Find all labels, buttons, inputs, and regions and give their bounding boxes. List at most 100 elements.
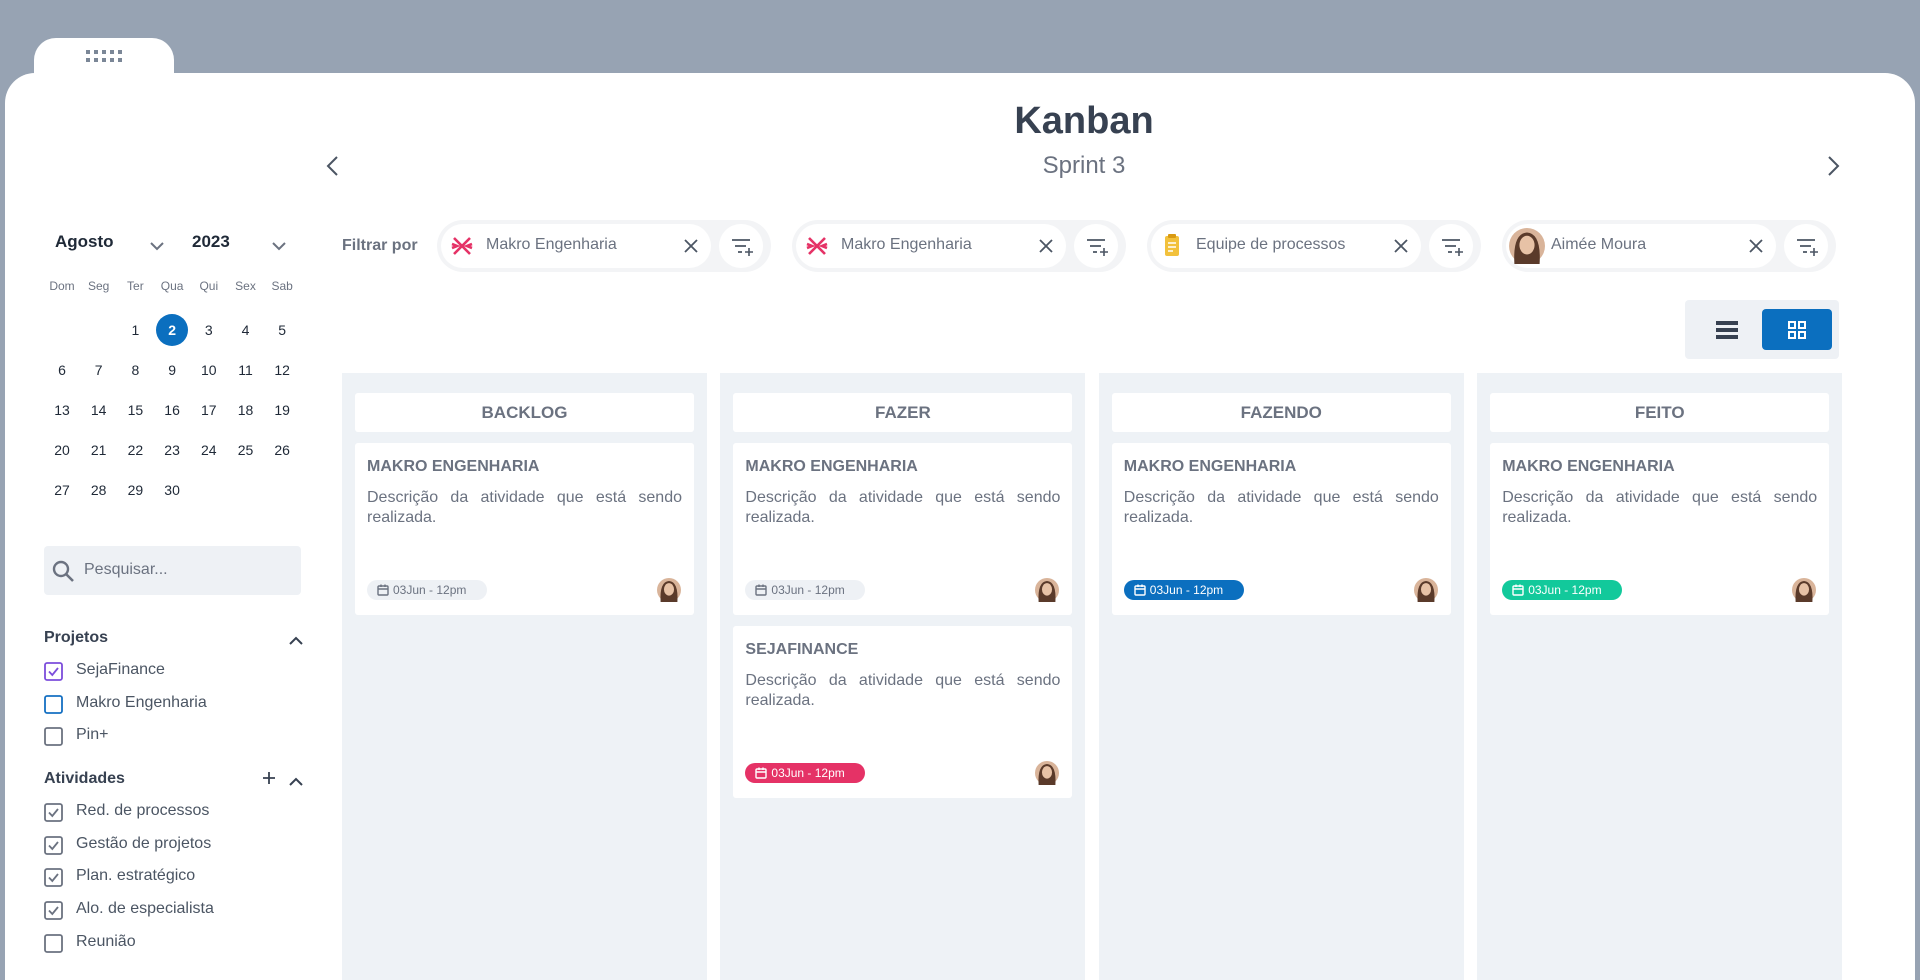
add-button[interactable] xyxy=(262,771,276,790)
checkbox[interactable] xyxy=(44,803,63,827)
checkbox[interactable] xyxy=(44,934,63,958)
calendar-day[interactable]: 25 xyxy=(237,442,254,458)
calendar-day[interactable]: 17 xyxy=(201,402,217,418)
calendar-day[interactable]: 10 xyxy=(201,362,217,378)
filter-chip[interactable]: Aimée Moura xyxy=(1502,220,1836,272)
prev-button[interactable] xyxy=(323,154,343,183)
calendar-day[interactable]: 12 xyxy=(274,362,290,378)
date-tag: 03Jun - 12pm xyxy=(367,580,487,600)
filter-options-button[interactable] xyxy=(719,224,763,268)
checkbox-label[interactable]: SejaFinance xyxy=(76,661,165,678)
subtitle: Sprint 3 xyxy=(1042,152,1126,179)
filter-options-button[interactable] xyxy=(1784,224,1828,268)
calendar-day[interactable]: 20 xyxy=(54,442,70,458)
calendar-day[interactable]: 8 xyxy=(131,362,140,378)
checkbox[interactable] xyxy=(44,727,63,751)
list-view-button[interactable] xyxy=(1714,319,1740,346)
task-card[interactable]: MAKRO ENGENHARIA Descrição da atividade q… xyxy=(1111,443,1451,615)
remove-filter[interactable] xyxy=(683,238,699,259)
next-button[interactable] xyxy=(1823,154,1843,183)
calendar-day[interactable]: 21 xyxy=(90,442,107,458)
chip-label: Aimée Moura xyxy=(1551,236,1647,253)
calendar-day[interactable]: 19 xyxy=(274,402,290,418)
filter-icon xyxy=(1085,236,1109,261)
section-title: Projetos xyxy=(44,629,109,646)
month[interactable]: Agosto xyxy=(55,232,114,251)
calendar-day[interactable]: 16 xyxy=(164,402,180,418)
year-dropdown[interactable] xyxy=(271,238,287,256)
chip-icon xyxy=(804,233,830,264)
task-card[interactable]: MAKRO ENGENHARIA Descrição da atividade q… xyxy=(355,443,694,615)
calendar-day[interactable]: 29 xyxy=(127,482,144,498)
checkbox-label[interactable]: Reunião xyxy=(76,933,136,950)
filter-chip[interactable]: Equipe de processos xyxy=(1147,220,1481,272)
calendar-day[interactable]: 23 xyxy=(164,442,180,458)
calendar-day[interactable]: 22 xyxy=(127,442,144,458)
chip-label: Equipe de processos xyxy=(1196,236,1346,253)
checkbox-label[interactable]: Alo. de especialista xyxy=(76,900,214,917)
checkbox[interactable] xyxy=(44,695,63,719)
calendar-day[interactable]: 14 xyxy=(90,402,107,418)
checkbox[interactable] xyxy=(44,901,63,925)
calendar-day[interactable]: 30 xyxy=(164,482,180,498)
calendar-day[interactable]: 24 xyxy=(201,442,217,458)
checkbox-label[interactable]: Red. de processos xyxy=(76,802,210,819)
assignee-avatar xyxy=(1035,578,1060,607)
title: Kanban xyxy=(1014,100,1154,142)
checkbox[interactable] xyxy=(44,868,63,892)
date-text: 03Jun - 12pm xyxy=(1528,583,1602,597)
chip-body xyxy=(796,224,1066,268)
column: FEITO MAKRO ENGENHARIA Descrição da ativid… xyxy=(1477,373,1843,980)
task-card[interactable]: MAKRO ENGENHARIA Descrição da atividade q… xyxy=(733,443,1073,615)
collapse-button[interactable] xyxy=(288,774,304,792)
card-title: MAKRO ENGENHARIA xyxy=(367,458,540,475)
search-box[interactable]: Pesquisar... xyxy=(44,546,301,595)
filter-chip[interactable]: Makro Engenharia xyxy=(792,220,1126,272)
chip-body xyxy=(1506,224,1776,268)
collapse-button[interactable] xyxy=(288,633,304,651)
checkbox-label[interactable]: Pin+ xyxy=(76,726,109,743)
calendar-day[interactable]: 4 xyxy=(241,322,250,338)
calendar-day[interactable]: 15 xyxy=(127,402,144,418)
calendar-day[interactable]: 13 xyxy=(54,402,70,418)
task-card[interactable]: SEJAFINANCE Descrição da atividade que es… xyxy=(733,626,1073,798)
year[interactable]: 2023 xyxy=(192,232,230,251)
calendar-day[interactable]: 2 xyxy=(168,322,176,338)
filter-icon xyxy=(1795,236,1819,261)
remove-filter[interactable] xyxy=(1748,238,1764,259)
calendar-day[interactable]: 5 xyxy=(278,322,287,338)
checkbox-label[interactable]: Makro Engenharia xyxy=(76,694,207,711)
filter-chip[interactable]: Makro Engenharia xyxy=(437,220,771,272)
calendar-day[interactable]: 7 xyxy=(94,362,103,378)
card-description: Descrição da atividade que está sendo re… xyxy=(745,672,1061,709)
calendar-icon xyxy=(755,767,768,779)
task-card[interactable]: MAKRO ENGENHARIA Descrição da atividade q… xyxy=(1490,443,1830,615)
assignee-avatar xyxy=(1035,761,1060,790)
card-description: Descrição da atividade que está sendo re… xyxy=(1123,489,1439,526)
calendar-day[interactable]: 6 xyxy=(58,362,66,378)
calendar-day[interactable]: 11 xyxy=(238,362,253,378)
calendar-day[interactable]: 9 xyxy=(168,362,176,378)
remove-filter[interactable] xyxy=(1038,238,1054,259)
weekday: Seg xyxy=(88,279,110,293)
checkbox-label[interactable]: Gestão de projetos xyxy=(76,835,212,852)
calendar-day[interactable]: 27 xyxy=(54,482,70,498)
assignee-avatar xyxy=(1792,578,1817,607)
remove-filter[interactable] xyxy=(1393,238,1409,259)
calendar-day[interactable]: 18 xyxy=(237,402,254,418)
card-description: Descrição da atividade que está sendo re… xyxy=(367,489,682,526)
calendar-day[interactable]: 28 xyxy=(90,482,107,498)
filter-label: Filtrar por xyxy=(342,237,418,254)
checkbox-label[interactable]: Plan. estratégico xyxy=(76,867,196,884)
month-dropdown[interactable] xyxy=(149,238,165,256)
column: BACKLOG MAKRO ENGENHARIA Descrição da ativ… xyxy=(342,373,707,980)
filter-options-button[interactable] xyxy=(1074,224,1118,268)
calendar-day[interactable]: 3 xyxy=(204,322,213,338)
checkbox[interactable] xyxy=(44,662,63,686)
calendar-day[interactable]: 26 xyxy=(274,442,290,458)
chip-body xyxy=(441,224,711,268)
calendar-day[interactable]: 1 xyxy=(131,322,140,338)
checkbox[interactable] xyxy=(44,836,63,860)
grid-view-button[interactable] xyxy=(1762,309,1832,350)
filter-options-button[interactable] xyxy=(1429,224,1473,268)
